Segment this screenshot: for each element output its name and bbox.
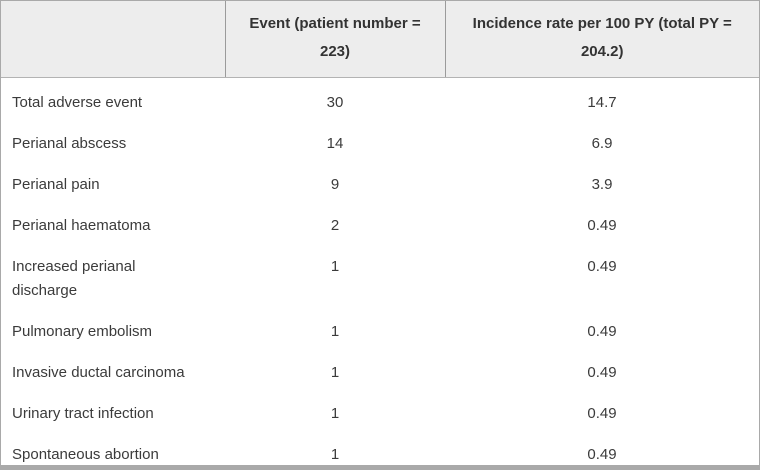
incidence-rate-cell: 0.49 [445,434,759,470]
table-row: Total adverse event 30 14.7 [1,77,759,123]
event-count-cell: 14 [225,123,445,164]
col-header-incidence-rate: Incidence rate per 100 PY (total PY = 20… [444,1,759,78]
incidence-rate-cell: 0.49 [445,393,759,434]
table-row: Increased perianal discharge 1 0.49 [1,246,759,311]
header-row: Event (patient number = 223) Incidence r… [1,1,759,78]
event-count-cell: 1 [225,393,445,434]
table-row: Spontaneous abortion 1 0.49 [1,434,759,470]
table-row: Invasive ductal carcinoma 1 0.49 [1,352,759,393]
event-name-cell: Perianal abscess [1,123,225,164]
event-count-cell: 1 [225,352,445,393]
event-count-cell: 2 [225,205,445,246]
event-name-cell: Total adverse event [1,77,225,123]
event-count-cell: 9 [225,164,445,205]
event-name-cell: Perianal haematoma [1,205,225,246]
table-row: Pulmonary embolism 1 0.49 [1,311,759,352]
incidence-rate-cell: 0.49 [445,311,759,352]
event-name-cell: Perianal pain [1,164,225,205]
event-count-cell: 30 [225,77,445,123]
col-header-event: Event (patient number = 223) [224,1,445,78]
table-row: Perianal haematoma 2 0.49 [1,205,759,246]
table-row: Perianal pain 9 3.9 [1,164,759,205]
event-name-cell: Invasive ductal carcinoma [1,352,225,393]
incidence-rate-cell: 6.9 [445,123,759,164]
event-count-cell: 1 [225,246,445,311]
incidence-rate-cell: 0.49 [445,352,759,393]
event-name-cell: Urinary tract infection [1,393,225,434]
col-header-blank [1,1,225,78]
table-body: Total adverse event 30 14.7 Perianal abs… [1,77,759,470]
event-count-cell: 1 [225,311,445,352]
incidence-rate-cell: 0.49 [445,246,759,311]
event-name-cell: Increased perianal discharge [1,246,225,311]
event-name-cell: Spontaneous abortion [1,434,225,470]
table-header: Event (patient number = 223) Incidence r… [1,1,759,78]
table-bottom-strip [1,465,759,470]
incidence-rate-cell: 0.49 [445,205,759,246]
incidence-rate-cell: 14.7 [445,77,759,123]
incidence-rate-cell: 3.9 [445,164,759,205]
table-row: Perianal abscess 14 6.9 [1,123,759,164]
event-count-cell: 1 [225,434,445,470]
table-row: Urinary tract infection 1 0.49 [1,393,759,434]
event-name-cell: Pulmonary embolism [1,311,225,352]
